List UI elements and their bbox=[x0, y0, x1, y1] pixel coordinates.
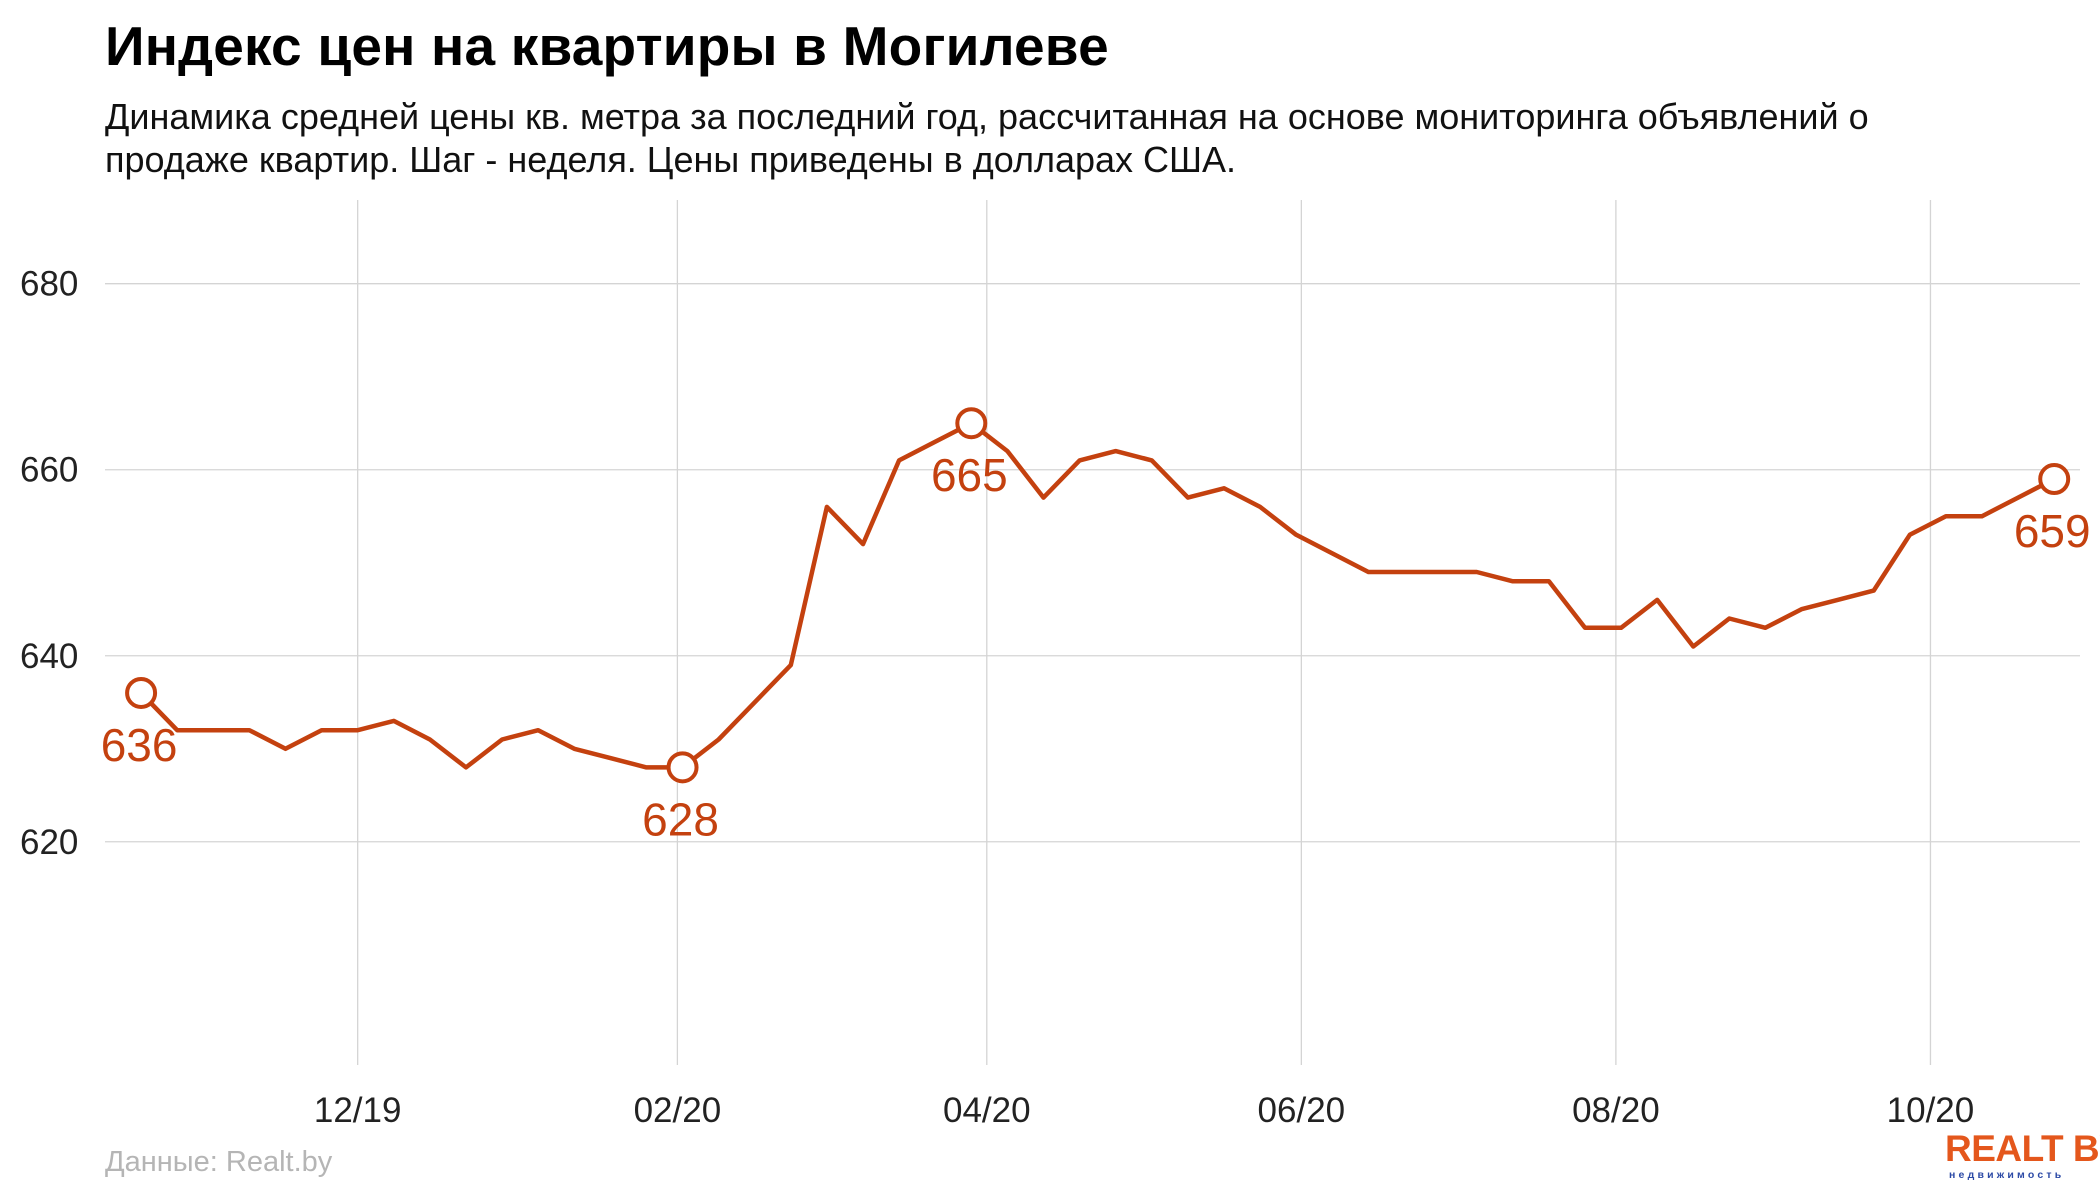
x-tick-label: 06/20 bbox=[1258, 1091, 1346, 1130]
x-axis-ticks: 12/19 02/20 04/20 06/20 08/20 10/20 bbox=[314, 1091, 1974, 1130]
y-tick-label: 660 bbox=[20, 451, 78, 490]
grid-lines bbox=[105, 200, 2080, 1065]
annotated-point-marker bbox=[666, 751, 699, 784]
annotated-point-marker bbox=[2038, 463, 2071, 496]
point-value-label: 628 bbox=[642, 793, 719, 845]
y-tick-label: 640 bbox=[20, 637, 78, 676]
chart-title: Индекс цен на квартиры в Могилеве bbox=[105, 15, 1109, 77]
annotation-layer: 636 628 665 659 bbox=[101, 407, 2091, 845]
series-layer bbox=[138, 420, 2057, 770]
realt-logo[interactable]: REALT BY недвижимость bbox=[1945, 1128, 2100, 1190]
annotated-point-marker bbox=[125, 676, 158, 709]
x-tick-label: 04/20 bbox=[943, 1091, 1031, 1130]
point-value-label: 665 bbox=[931, 449, 1008, 501]
chart-subtitle: Динамика средней цены кв. метра за после… bbox=[105, 96, 1869, 180]
price-series-line bbox=[138, 420, 2057, 770]
data-source-note: Данные: Realt.by bbox=[105, 1146, 333, 1178]
y-axis-ticks: 620 640 660 680 bbox=[20, 265, 78, 862]
x-tick-label: 08/20 bbox=[1572, 1091, 1660, 1130]
y-tick-label: 680 bbox=[20, 265, 78, 304]
logo-tagline: недвижимость bbox=[1949, 1169, 2065, 1181]
x-tick-label: 12/19 bbox=[314, 1091, 402, 1130]
annotated-point-marker bbox=[955, 407, 988, 440]
x-tick-label: 10/20 bbox=[1887, 1091, 1975, 1130]
y-tick-label: 620 bbox=[20, 823, 78, 862]
point-value-label: 636 bbox=[101, 719, 178, 771]
logo-wordmark: REALT BY bbox=[1945, 1128, 2100, 1169]
x-tick-label: 02/20 bbox=[634, 1091, 722, 1130]
point-value-label: 659 bbox=[2014, 505, 2091, 557]
